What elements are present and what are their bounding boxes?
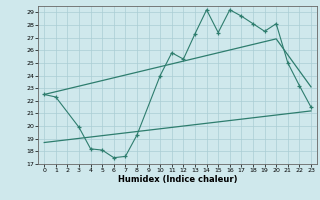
X-axis label: Humidex (Indice chaleur): Humidex (Indice chaleur)	[118, 175, 237, 184]
